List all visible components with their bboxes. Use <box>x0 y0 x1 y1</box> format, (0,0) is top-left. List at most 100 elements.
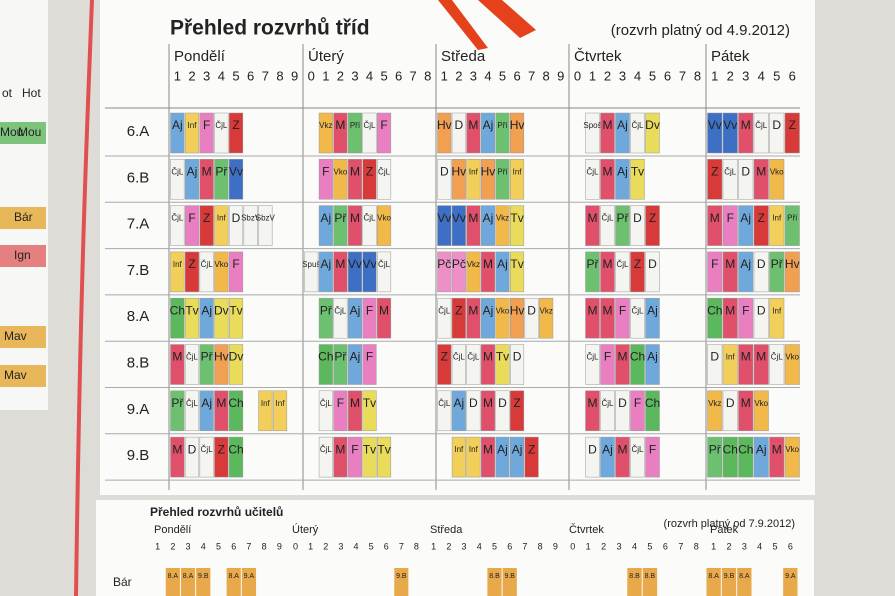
lesson-label: Př <box>617 211 630 225</box>
lesson-cell <box>510 159 525 200</box>
lesson-label: Aj <box>483 303 494 317</box>
lesson-cell <box>615 436 630 478</box>
period-number: 5 <box>380 68 387 83</box>
class-name: 6.B <box>127 169 150 186</box>
lesson-label: Inf <box>454 445 464 454</box>
lesson-cell <box>228 251 244 293</box>
teacher-period-number: 6 <box>663 541 668 551</box>
lesson-cell <box>480 436 495 478</box>
red-line <box>74 0 94 596</box>
lesson-label: Inf <box>276 399 286 408</box>
lesson-cell <box>377 205 392 246</box>
lesson-cell <box>333 112 348 154</box>
lesson-label: Z <box>789 118 796 132</box>
class-name: 8.A <box>127 308 150 325</box>
teacher-cell <box>180 568 196 596</box>
lesson-label: ČjL <box>186 353 199 362</box>
lesson-cell <box>539 297 554 339</box>
lesson-label: Vkz <box>319 121 332 130</box>
lesson-cell <box>228 297 244 339</box>
lesson-label: Z <box>232 118 239 132</box>
lesson-label: Hv <box>214 350 229 364</box>
lesson-label: Vv <box>437 211 451 225</box>
period-number: 9 <box>291 68 298 83</box>
lesson-cell <box>510 436 525 478</box>
teacher-period-number: 6 <box>384 541 389 551</box>
lesson-label: ČjL <box>334 306 347 315</box>
lesson-label: Inf <box>772 214 782 223</box>
lesson-cell <box>480 251 495 293</box>
lesson-cell <box>228 344 244 385</box>
lesson-cell <box>362 205 377 246</box>
lesson-label: Vko <box>214 260 228 269</box>
lesson-cell <box>333 205 348 246</box>
period-number: 0 <box>574 68 581 83</box>
lesson-label: D <box>454 118 463 132</box>
left-label: ot <box>2 86 13 100</box>
lesson-label: D <box>498 396 507 410</box>
teacher-period-number: 1 <box>431 541 436 551</box>
teacher-period-number: 2 <box>446 541 451 551</box>
class-name: 9.A <box>127 401 150 418</box>
lesson-label: Tv <box>185 303 198 317</box>
lesson-label: Vko <box>377 214 391 223</box>
lesson-cell <box>495 112 510 154</box>
lesson-label: Inf <box>726 353 736 362</box>
lesson-cell <box>199 251 214 293</box>
class-name: 8.B <box>127 354 150 371</box>
teacher-period-number: 5 <box>492 541 497 551</box>
teacher-cell-label: 8.A <box>168 573 179 580</box>
lesson-cell <box>707 159 723 200</box>
lesson-label: Aj <box>647 350 658 364</box>
lesson-label: Vko <box>333 167 347 176</box>
lesson-cell <box>753 436 769 478</box>
lesson-cell <box>170 436 185 478</box>
lesson-label: M <box>483 396 493 410</box>
lesson-cell <box>707 251 723 293</box>
teacher-period-number: 0 <box>570 541 575 551</box>
lesson-cell <box>466 390 481 432</box>
teacher-period-number: 2 <box>601 541 606 551</box>
lesson-label: Ch <box>170 303 185 317</box>
lesson-cell <box>707 112 723 154</box>
lesson-cell <box>199 112 214 154</box>
lesson-label: Pří <box>350 121 361 130</box>
lesson-cell <box>318 159 333 200</box>
period-number: 7 <box>679 68 686 83</box>
lesson-cell <box>304 251 319 293</box>
lesson-cell <box>615 344 630 385</box>
lesson-label: ČjL <box>755 121 768 130</box>
lesson-label: D <box>469 396 478 410</box>
lesson-cell <box>170 205 185 246</box>
teacher-cell <box>196 568 211 596</box>
teacher-cell-label: 9.A <box>244 573 255 580</box>
teacher-period-number: 4 <box>757 541 762 551</box>
lesson-cell <box>738 112 754 154</box>
lesson-cell <box>318 436 333 478</box>
lesson-cell <box>199 159 214 200</box>
lesson-cell <box>753 390 769 432</box>
period-number: 3 <box>742 68 749 83</box>
lesson-cell <box>600 297 615 339</box>
lesson-label: M <box>350 396 360 410</box>
lesson-cell <box>199 205 214 246</box>
lesson-cell <box>451 436 466 478</box>
teacher-cell-label: 9.B <box>504 573 515 580</box>
lesson-label: M <box>350 164 360 178</box>
lesson-label: F <box>711 257 718 271</box>
lesson-cell <box>630 112 645 154</box>
lesson-label: Inf <box>261 399 271 408</box>
lesson-label: ČjL <box>601 214 614 223</box>
lesson-cell <box>722 390 738 432</box>
lesson-label: Př <box>587 257 600 271</box>
lesson-cell <box>495 344 510 385</box>
lesson-label: Vv <box>362 257 376 271</box>
lesson-label: Z <box>203 211 210 225</box>
lesson-cell <box>362 251 377 293</box>
lesson-cell <box>333 390 348 432</box>
lesson-label: F <box>634 396 641 410</box>
period-number: 1 <box>711 68 718 83</box>
teacher-period-number: 4 <box>353 541 358 551</box>
teacher-day-name: Čtvrtek <box>569 523 604 536</box>
period-number: 4 <box>484 68 491 83</box>
